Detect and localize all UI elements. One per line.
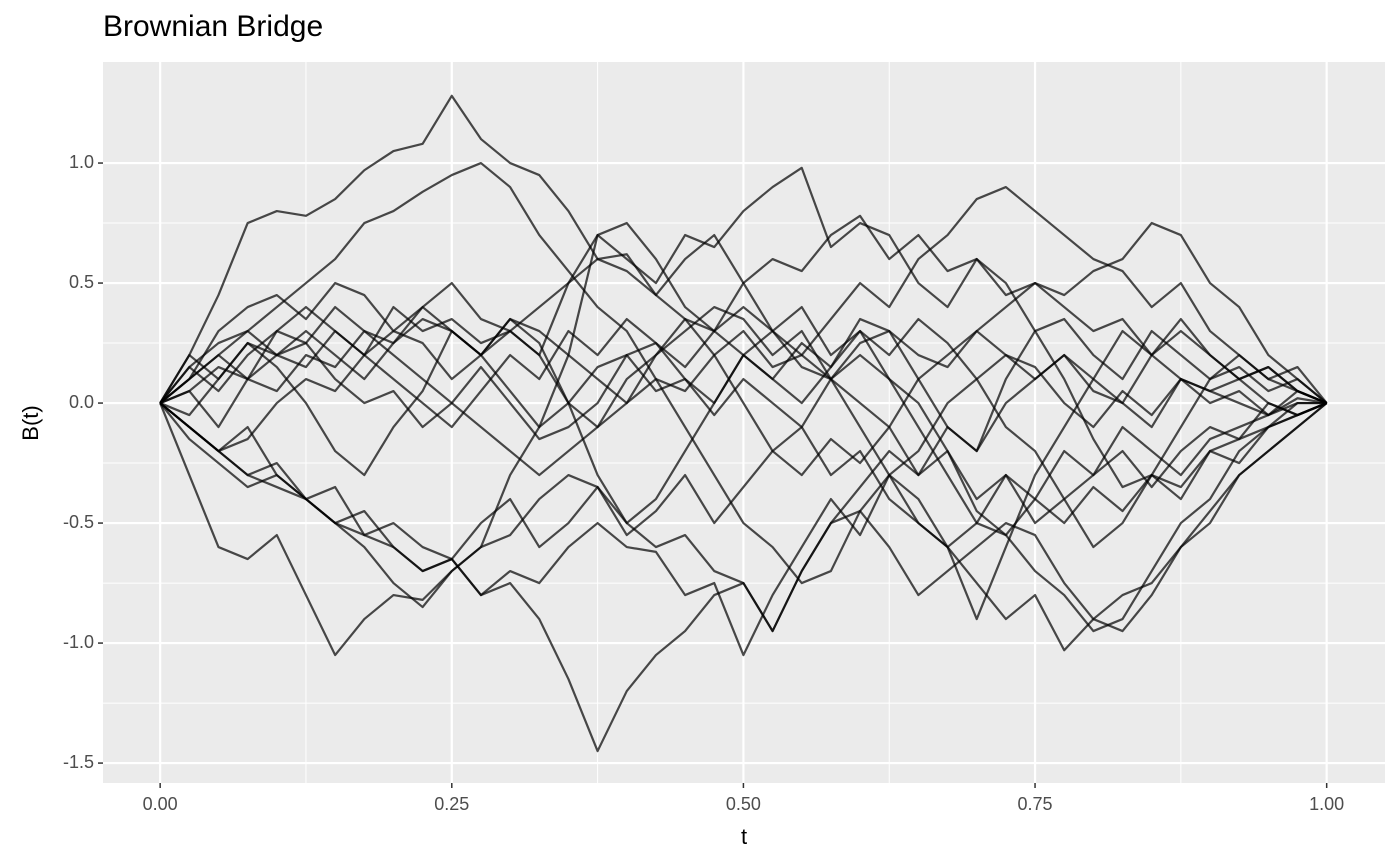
series-line — [159, 402, 1328, 561]
series-line — [159, 317, 1328, 621]
x-tick-label: 0.75 — [1018, 794, 1053, 814]
y-tick-label: -1.0 — [63, 632, 94, 652]
chart-title: Brownian Bridge — [103, 10, 323, 43]
x-axis-label: t — [741, 824, 747, 849]
series-line — [159, 401, 1327, 657]
x-tick-label: 0.25 — [434, 794, 469, 814]
y-axis-label: B(t) — [18, 405, 43, 440]
series-line — [159, 221, 1328, 477]
y-tick-label: 0.5 — [69, 272, 94, 292]
x-tick-label: 0.50 — [726, 794, 761, 814]
y-tick-label: -1.5 — [63, 752, 94, 772]
y-tick-label: 1.0 — [69, 152, 94, 172]
series-line — [159, 161, 1328, 585]
x-tick-label: 0.00 — [143, 794, 178, 814]
series-line — [159, 305, 1327, 633]
series-line — [159, 214, 1328, 405]
y-tick-label: -0.5 — [63, 512, 94, 532]
x-tick-label: 1.00 — [1309, 794, 1344, 814]
series-line — [159, 402, 1328, 657]
y-tick-label: 0.0 — [69, 392, 94, 412]
series-line — [159, 94, 1328, 453]
series-line — [159, 317, 1328, 525]
series-line — [159, 185, 1328, 429]
